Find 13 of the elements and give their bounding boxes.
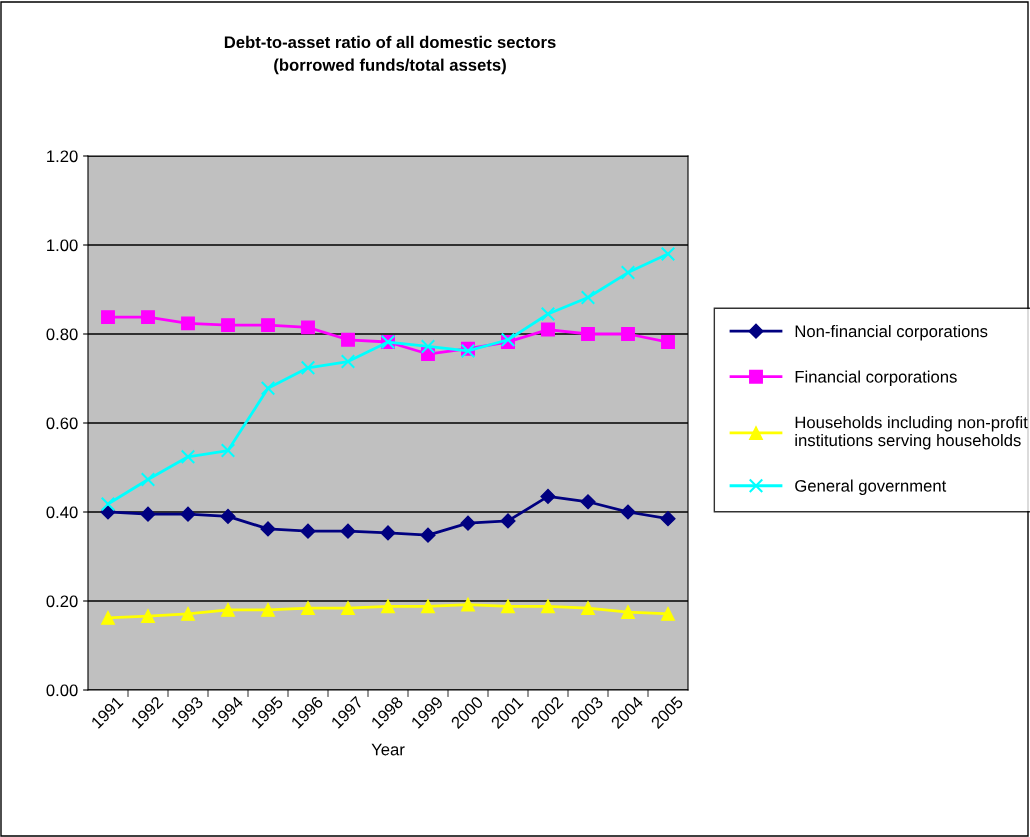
y-tick-label: 1.20 [47,150,78,163]
legend-label: Households including non-profit institutions serving households [795,416,1028,450]
chart-title: Debt-to-asset ratio of all domestic sectors (borrowed funds/total assets) [224,35,556,75]
y-tick-label: 0.20 [46,595,78,608]
y-tick-label: 0.00 [46,684,78,697]
y-tick-label: 1.00 [47,239,78,252]
x-axis-title: Year [371,743,405,756]
y-tick-label: 0.80 [46,328,78,341]
legend-label: Financial corporations [795,370,957,387]
legend-label: Non-financial corporations [795,324,988,341]
y-tick-label: 0.60 [46,417,78,430]
legend-label: General government [795,479,947,496]
y-tick-label: 0.40 [46,506,78,519]
